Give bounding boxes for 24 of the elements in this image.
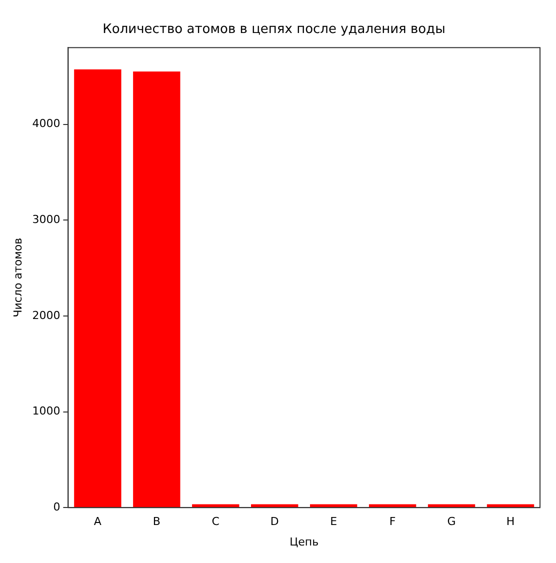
- x-axis-title: Цепь: [290, 535, 319, 548]
- x-tick-label: D: [270, 515, 279, 528]
- bar: [428, 504, 476, 508]
- bar: [310, 504, 358, 508]
- bar: [368, 504, 416, 508]
- x-tick-label: E: [330, 515, 338, 528]
- chart-title: Количество атомов в цепях после удаления воды: [102, 22, 446, 38]
- x-tick-label: A: [94, 515, 102, 528]
- bar: [192, 504, 240, 508]
- x-tick-label: H: [506, 515, 515, 528]
- bar: [74, 69, 122, 508]
- y-axis-title: Число атомов: [11, 238, 24, 318]
- bar: [486, 504, 534, 508]
- y-tick-label: 2000: [32, 308, 60, 322]
- x-tick-label: F: [389, 515, 396, 528]
- bar: [133, 72, 180, 508]
- bar: [251, 504, 298, 508]
- x-tick-label: G: [447, 515, 456, 528]
- y-tick-label: 3000: [32, 212, 60, 226]
- y-tick-label: 4000: [32, 117, 60, 130]
- x-tick-label: C: [212, 515, 220, 528]
- y-tick-label: 1000: [32, 404, 60, 418]
- x-tick-label: B: [152, 515, 160, 528]
- y-tick-label: 0: [53, 500, 60, 514]
